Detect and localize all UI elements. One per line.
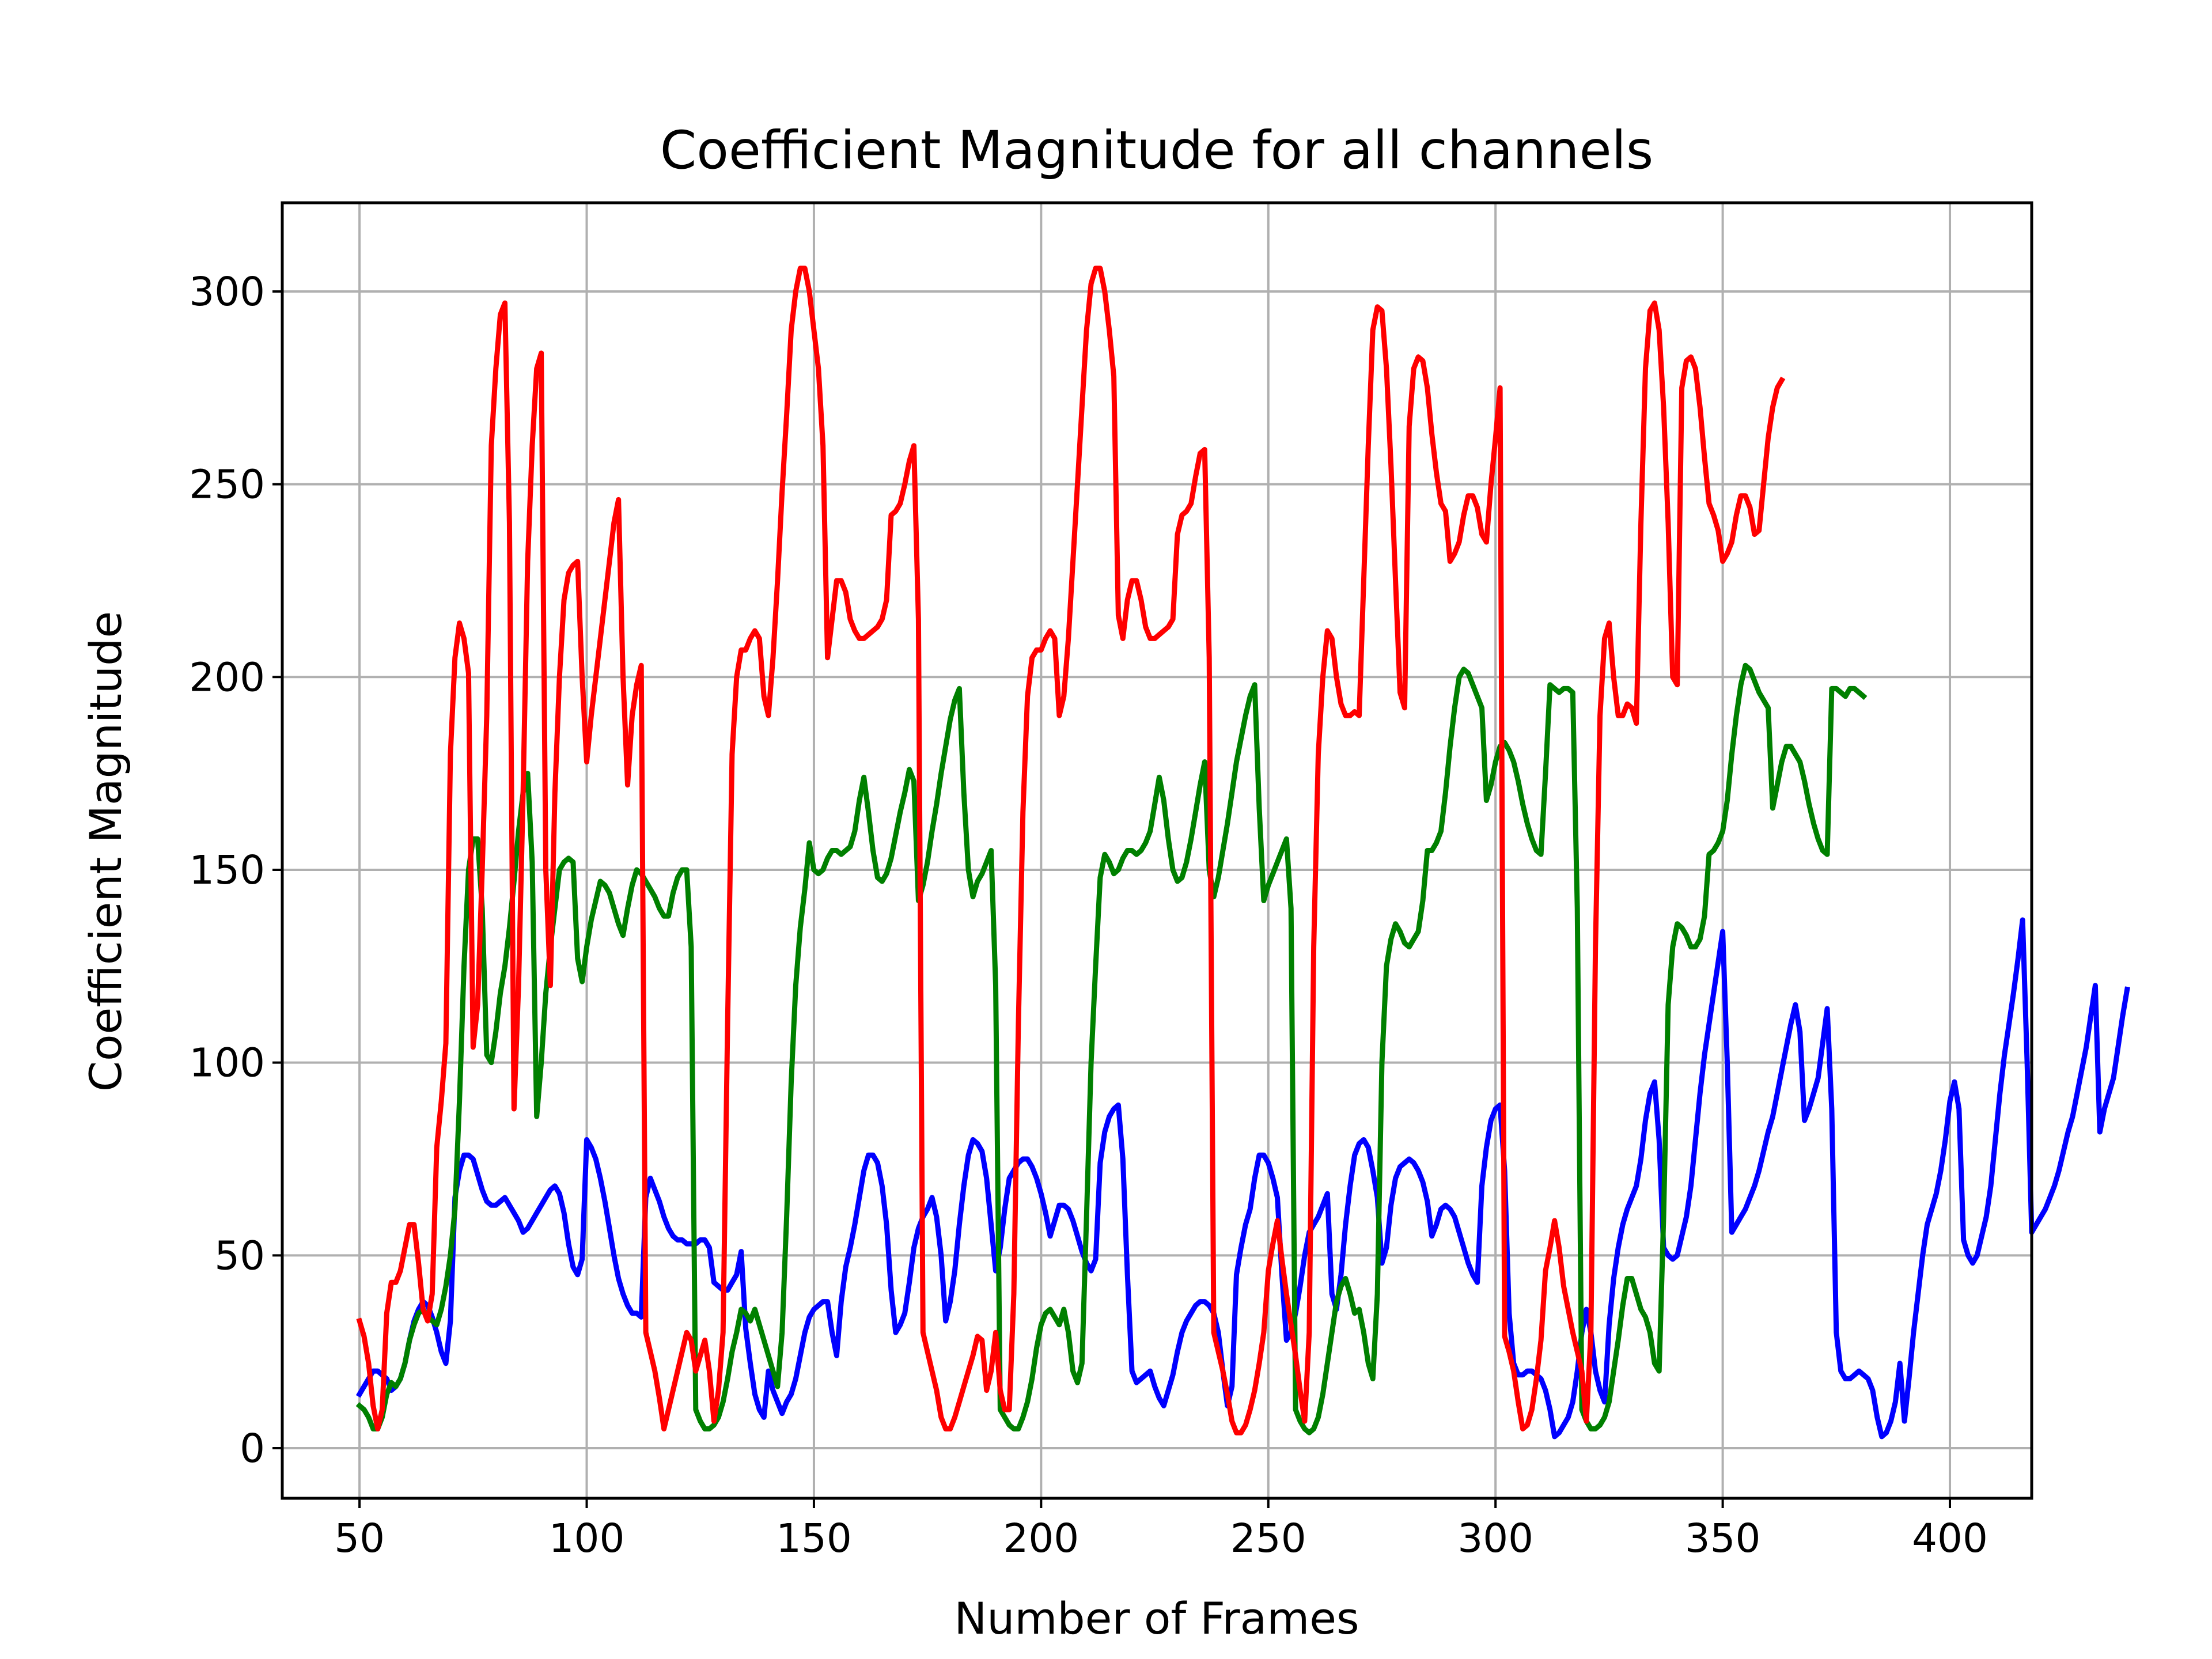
series-blue-line: [355, 917, 2130, 1440]
x-tick-label: 200: [1003, 1516, 1079, 1562]
series-red-line: [356, 266, 1786, 1435]
y-axis-label: Coefficient Magnitude: [80, 611, 131, 1092]
x-axis-label: Number of Frames: [954, 1593, 1359, 1644]
y-tick-label: 200: [189, 654, 265, 700]
chart-title: Coefficient Magnitude for all channels: [660, 120, 1654, 181]
y-tick-label: 50: [214, 1233, 265, 1279]
y-tick-label: 150: [189, 847, 265, 893]
x-tick-label: 400: [1912, 1516, 1988, 1562]
x-tick-label: 350: [1685, 1516, 1761, 1562]
x-tick-label: 150: [776, 1516, 852, 1562]
y-tick-label: 100: [189, 1040, 265, 1086]
series-green-line: [355, 662, 1868, 1435]
y-tick-label: 300: [189, 269, 265, 315]
plot-frame: [281, 201, 2033, 1500]
series-layer: [355, 266, 2130, 1440]
y-tick-label: 0: [240, 1426, 265, 1472]
x-axis-ticks: 50 100 150 200 250 300 350 400: [334, 1498, 1988, 1562]
y-axis-ticks: 0 50 100 150 200 250 300: [189, 269, 282, 1472]
x-tick-label: 300: [1457, 1516, 1533, 1562]
x-tick-label: 250: [1230, 1516, 1306, 1562]
y-tick-label: 250: [189, 462, 265, 508]
x-tick-label: 50: [334, 1516, 385, 1562]
x-tick-label: 100: [549, 1516, 625, 1562]
